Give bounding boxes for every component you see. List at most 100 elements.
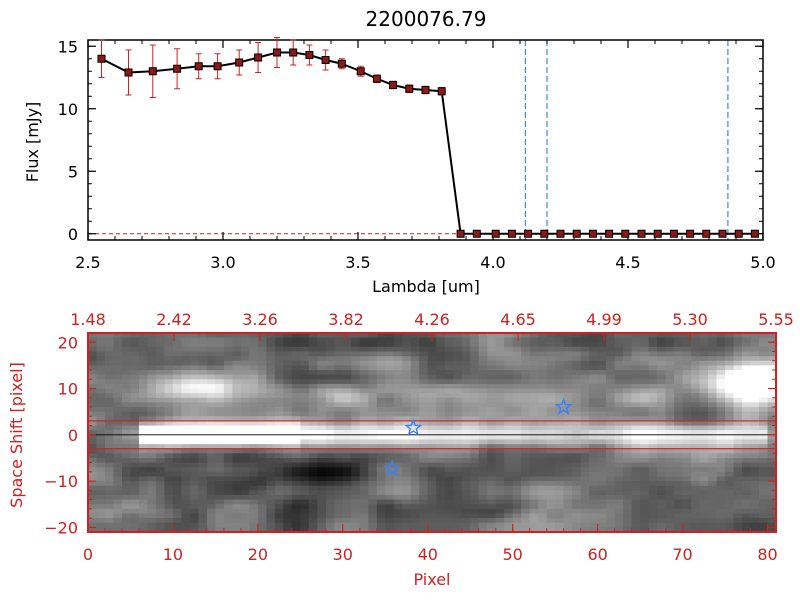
heatmap-cell	[359, 337, 369, 343]
heatmap-cell	[274, 397, 284, 403]
heatmap-cell	[249, 481, 259, 487]
heatmap-cell	[317, 393, 327, 399]
heatmap-cell	[572, 448, 582, 454]
heatmap-cell	[96, 416, 106, 422]
heatmap-cell	[470, 499, 480, 505]
heatmap-cell	[716, 504, 726, 510]
heatmap-cell	[351, 393, 361, 399]
heatmap-cell	[742, 360, 751, 366]
heatmap-cell	[232, 370, 242, 376]
heatmap-cell	[385, 393, 395, 399]
heatmap-cell	[189, 370, 199, 376]
heatmap-cell	[393, 485, 403, 491]
heatmap-cell	[478, 337, 488, 343]
heatmap-cell	[359, 499, 369, 505]
heatmap-cell	[266, 346, 276, 352]
heatmap-cell	[410, 370, 420, 376]
heatmap-cell	[487, 508, 497, 514]
heatmap-cell	[580, 471, 590, 477]
heatmap-cell	[427, 485, 437, 491]
heatmap-cell	[631, 365, 641, 371]
heatmap-cell	[359, 494, 369, 501]
heatmap-cell	[546, 522, 556, 528]
heatmap-cell	[725, 453, 734, 459]
heatmap-cell	[614, 416, 624, 422]
heatmap-cell	[249, 402, 259, 408]
heatmap-cell	[640, 416, 649, 422]
heatmap-cell	[648, 425, 658, 431]
heatmap-cell	[232, 518, 242, 524]
heatmap-cell	[682, 490, 692, 496]
heatmap-cell	[682, 453, 692, 459]
heatmap-cell	[631, 444, 641, 450]
heatmap-cell	[767, 430, 777, 436]
heatmap-cell	[708, 397, 717, 403]
heatmap-cell	[589, 481, 599, 487]
heatmap-cell	[274, 481, 284, 487]
heatmap-cell	[648, 360, 658, 366]
heatmap-cell	[164, 485, 174, 491]
heatmap-cell	[155, 434, 165, 440]
heatmap-cell	[444, 430, 454, 436]
heatmap-cell	[674, 420, 683, 426]
heatmap-cell	[716, 360, 726, 366]
heatmap-cell	[147, 462, 157, 468]
heatmap-cell	[529, 518, 539, 524]
heatmap-cell	[453, 481, 463, 487]
heatmap-cell	[589, 434, 599, 440]
heatmap-cell	[317, 397, 327, 403]
heatmap-cell	[223, 448, 233, 454]
heatmap-cell	[716, 499, 726, 505]
heatmap-cell	[368, 522, 378, 528]
heatmap-cell	[402, 397, 412, 403]
heatmap-cell	[130, 360, 140, 366]
heatmap-cell	[130, 420, 140, 426]
heatmap-cell	[274, 379, 284, 385]
heatmap-cell	[648, 518, 658, 524]
heatmap-cell	[767, 397, 777, 403]
heatmap-cell	[580, 337, 590, 343]
heatmap-cell	[750, 434, 760, 440]
heatmap-cell	[342, 457, 352, 463]
heatmap-cell	[206, 481, 216, 487]
heatmap-cell	[674, 374, 683, 380]
heatmap-cell	[453, 388, 463, 394]
heatmap-cell	[308, 346, 318, 352]
heatmap-cell	[249, 425, 259, 431]
heatmap-cell	[223, 337, 233, 343]
heatmap-cell	[164, 527, 174, 533]
data-point	[437, 87, 446, 96]
heatmap-cell	[257, 485, 267, 491]
heatmap-cell	[589, 383, 599, 389]
heatmap-cell	[130, 393, 140, 399]
heatmap-cell	[147, 444, 157, 450]
heatmap-cell	[555, 388, 565, 394]
heatmap-cell	[580, 356, 590, 362]
heatmap-cell	[283, 490, 293, 496]
heatmap-cell	[538, 388, 548, 394]
heatmap-cell	[88, 499, 97, 505]
heatmap-cell	[368, 499, 378, 505]
heatmap-cell	[121, 393, 131, 399]
heatmap-cell	[419, 374, 429, 380]
x-tick-label: 3.5	[345, 253, 370, 272]
heatmap-cell	[232, 430, 242, 436]
heatmap-cell	[130, 527, 140, 533]
heatmap-cell	[342, 448, 352, 454]
heatmap-cell	[521, 383, 531, 389]
heatmap-cell	[402, 476, 412, 482]
heatmap-cell	[266, 374, 276, 380]
heatmap-cell	[657, 518, 666, 524]
heatmap-cell	[759, 342, 768, 348]
heatmap-cell	[742, 508, 751, 514]
heatmap-cell	[750, 397, 760, 403]
heatmap-cell	[725, 476, 734, 482]
heatmap-cell	[181, 485, 191, 491]
heatmap-cell	[606, 374, 616, 380]
heatmap-cell	[487, 374, 497, 380]
heatmap-cell	[436, 471, 446, 477]
heatmap-cell	[614, 346, 624, 352]
heatmap-cell	[249, 467, 259, 473]
heatmap-cell	[733, 494, 743, 501]
heatmap-cell	[699, 476, 709, 482]
